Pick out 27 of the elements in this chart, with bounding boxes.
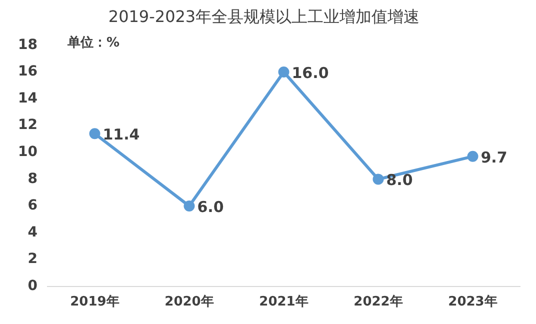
y-tick-label: 14 xyxy=(18,90,38,106)
chart-title: 2019-2023年全县规模以上工业增加值增速 xyxy=(108,6,420,26)
y-tick-label: 12 xyxy=(18,117,38,134)
annotation: 单位：% xyxy=(66,34,120,51)
point xyxy=(372,174,384,185)
x-tick-label: 2019年 xyxy=(70,294,120,310)
x-tick-label: 2020年 xyxy=(164,294,214,310)
text: 8.0 xyxy=(386,171,413,190)
text: 16.0 xyxy=(292,64,329,82)
y-tick-label: 10 xyxy=(18,144,38,160)
y-tick-label: 6 xyxy=(28,198,38,214)
y-tick-label: 4 xyxy=(28,224,38,240)
point xyxy=(467,150,478,162)
point xyxy=(184,200,195,212)
y-tick-label: 16 xyxy=(18,64,38,80)
y-tick-label: 0 xyxy=(28,278,38,294)
point xyxy=(89,128,100,140)
y-tick-label: 2 xyxy=(28,251,38,268)
x-tick-label: 2023年 xyxy=(448,294,498,310)
text: 6.0 xyxy=(197,198,224,216)
y-tick-label: 8 xyxy=(28,170,38,187)
text: 11.4 xyxy=(102,126,140,144)
x-tick-label: 2021年 xyxy=(259,294,308,310)
y-tick-label: 18 xyxy=(18,36,38,53)
x-tick-label: 2022年 xyxy=(354,294,403,310)
text: 9.7 xyxy=(480,148,508,166)
point xyxy=(278,66,290,78)
